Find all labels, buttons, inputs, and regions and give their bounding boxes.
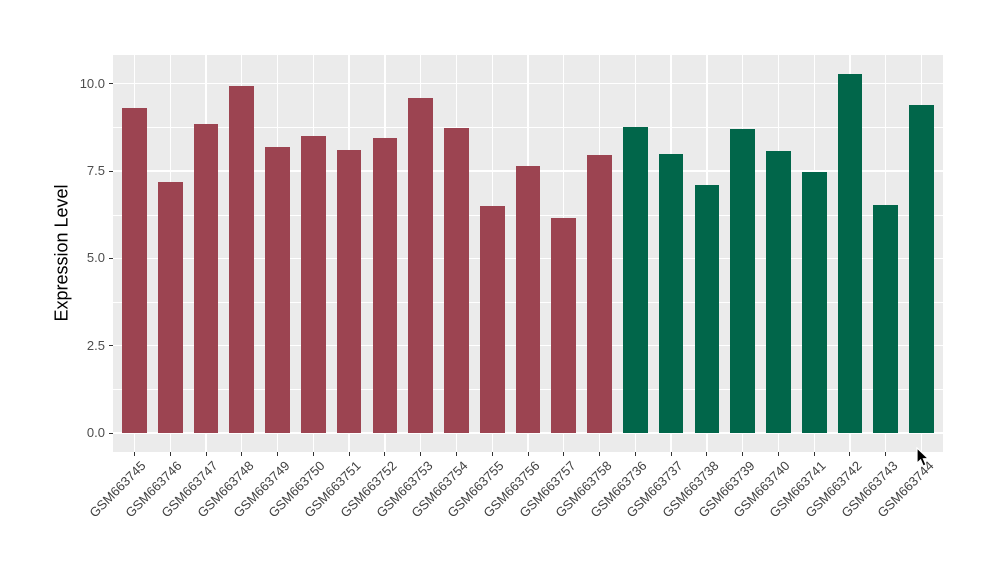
x-tick-mark xyxy=(599,452,601,456)
bar-GSM663749 xyxy=(265,146,290,433)
x-tick-mark xyxy=(670,452,672,456)
bar-GSM663742 xyxy=(837,74,863,433)
x-tick-mark xyxy=(348,452,350,456)
bar-GSM663758 xyxy=(587,155,612,433)
y-axis-title: Expression Level xyxy=(51,184,72,322)
x-tick-mark xyxy=(133,452,135,456)
bar-GSM663743 xyxy=(873,205,899,433)
bar-GSM663746 xyxy=(157,181,183,433)
y-tick-mark xyxy=(109,432,113,434)
bar-GSM663741 xyxy=(801,171,827,433)
x-tick-mark xyxy=(813,452,815,456)
bar-GSM663737 xyxy=(658,153,684,433)
bar-GSM663753 xyxy=(408,97,433,433)
bar-GSM663750 xyxy=(301,136,326,433)
y-tick-label: 7.5 xyxy=(86,163,105,179)
bar-GSM663751 xyxy=(336,149,362,433)
x-tick-mark xyxy=(706,452,708,456)
bar-GSM663756 xyxy=(515,165,541,433)
y-tick-mark xyxy=(109,170,113,172)
x-tick-mark xyxy=(777,452,779,456)
bar-GSM663752 xyxy=(372,137,398,433)
mouse-cursor-icon xyxy=(916,447,930,467)
x-tick-mark xyxy=(420,452,422,456)
bar-GSM663745 xyxy=(122,107,147,433)
x-tick-mark xyxy=(384,452,386,456)
y-tick-label: 2.5 xyxy=(86,337,105,353)
bar-GSM663754 xyxy=(444,127,469,433)
y-tick-label: 5.0 xyxy=(86,250,105,266)
x-tick-mark xyxy=(205,452,207,456)
gridline-major xyxy=(113,432,943,434)
x-tick-mark xyxy=(241,452,243,456)
x-tick-mark xyxy=(634,452,636,456)
y-tick-label: 10.0 xyxy=(79,75,105,91)
bar-GSM663748 xyxy=(229,85,255,433)
x-tick-mark xyxy=(885,452,887,456)
bar-GSM663740 xyxy=(766,150,791,433)
bar-GSM663738 xyxy=(694,184,720,433)
x-tick-mark xyxy=(742,452,744,456)
bar-GSM663736 xyxy=(623,127,648,433)
bar-GSM663739 xyxy=(730,129,755,433)
y-tick-mark xyxy=(109,257,113,259)
y-tick-label: 0.0 xyxy=(86,425,105,440)
x-tick-mark xyxy=(312,452,314,456)
x-tick-mark xyxy=(455,452,457,456)
bar-GSM663755 xyxy=(479,205,505,433)
bar-GSM663747 xyxy=(193,123,219,433)
plot-panel xyxy=(113,55,943,452)
gridline-major xyxy=(113,83,943,85)
gridline-minor xyxy=(113,127,943,129)
x-tick-mark xyxy=(563,452,565,456)
bar-GSM663757 xyxy=(551,217,577,433)
x-tick-mark xyxy=(849,452,851,456)
x-tick-mark xyxy=(491,452,493,456)
x-tick-mark xyxy=(169,452,171,456)
bar-GSM663744 xyxy=(909,105,934,433)
x-tick-mark xyxy=(277,452,279,456)
x-tick-mark xyxy=(527,452,529,456)
y-tick-mark xyxy=(109,83,113,85)
y-tick-mark xyxy=(109,345,113,347)
